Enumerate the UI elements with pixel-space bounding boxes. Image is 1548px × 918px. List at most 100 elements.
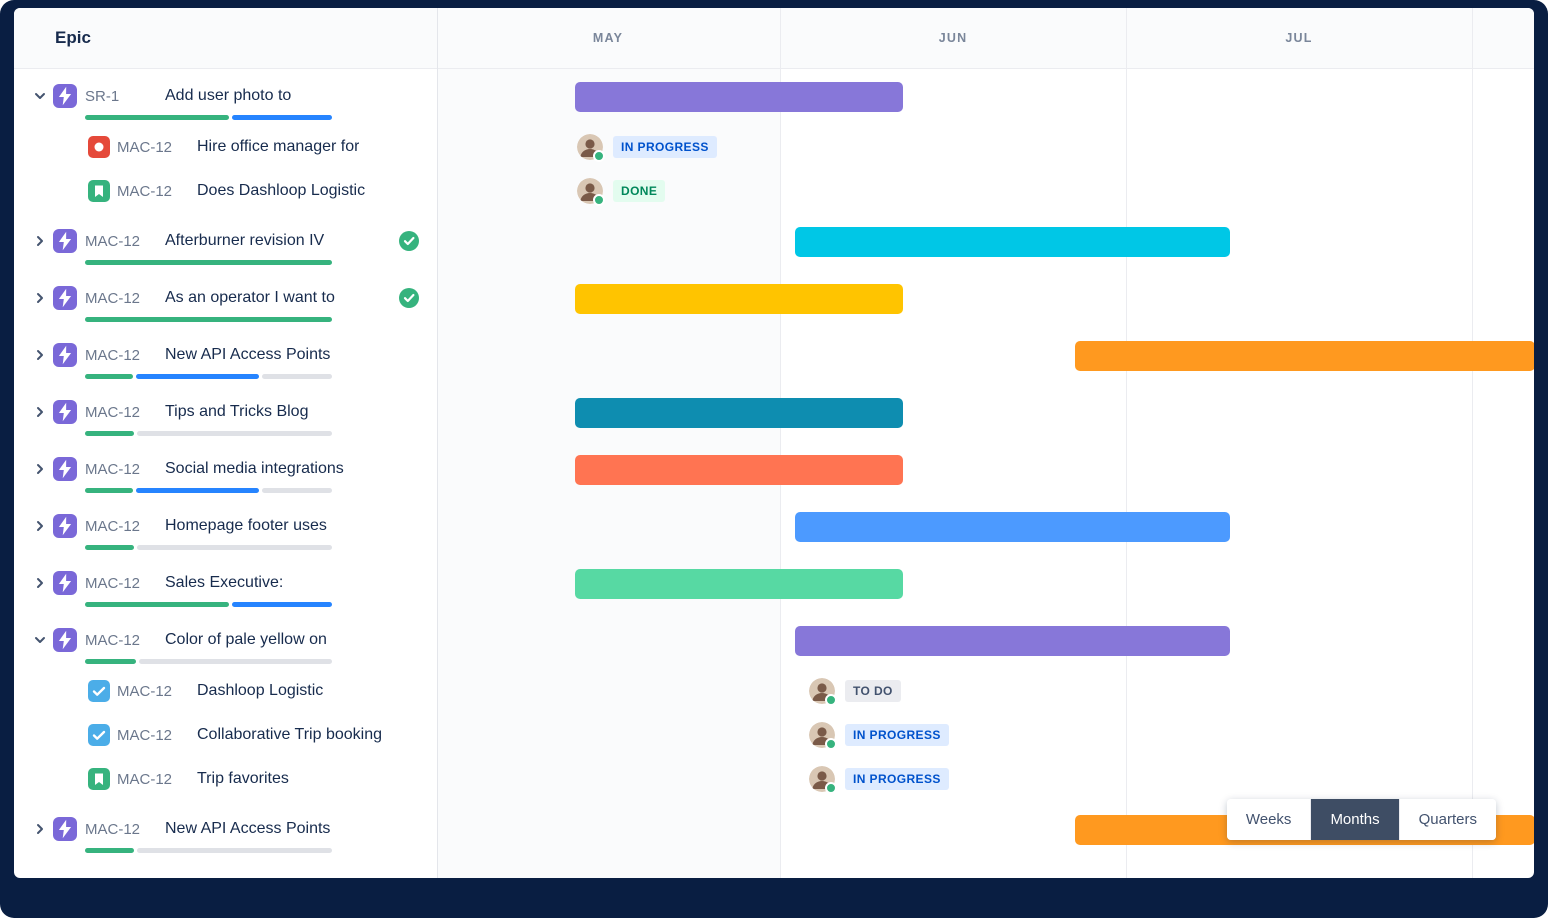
progress-segment-green [85, 374, 134, 379]
view-weeks-button[interactable]: Weeks [1226, 799, 1311, 840]
timeline-bar[interactable] [575, 569, 903, 599]
progress-segment-green [85, 488, 134, 493]
epic-row[interactable]: MAC-12 Social media integrations [14, 441, 437, 498]
progress-segment-blue [136, 374, 260, 379]
epic-row[interactable]: MAC-12 Color of pale yellow on [14, 612, 437, 669]
epic-progress-bar [85, 317, 332, 322]
issue-title: As an operator I want to [165, 289, 335, 306]
chevron-right-icon[interactable] [32, 290, 48, 306]
epic-row[interactable]: MAC-12 As an operator I want to [14, 270, 437, 327]
chevron-right-icon[interactable] [32, 518, 48, 534]
epic-progress-bar [85, 488, 332, 493]
epic-icon [53, 817, 77, 841]
chevron-right-icon[interactable] [32, 347, 48, 363]
done-check-icon [399, 231, 419, 251]
child-row[interactable]: MAC-12 Does Dashloop Logistic [14, 169, 437, 213]
progress-segment-gray [136, 431, 332, 436]
chevron-right-icon[interactable] [32, 233, 48, 249]
gridline-jun-jul [1126, 8, 1127, 878]
child-row[interactable]: MAC-12 Trip favorites [14, 757, 437, 801]
assignee-avatar [577, 134, 605, 162]
timeline-bar[interactable] [575, 398, 903, 428]
issue-key: SR-1 [85, 87, 120, 105]
timeline-bar[interactable] [575, 82, 903, 112]
month-header-jun: JUN [938, 31, 968, 45]
assignee-avatar [809, 678, 837, 706]
issue-key: MAC-12 [85, 403, 141, 421]
epic-row[interactable]: MAC-12 Afterburner revision IV [14, 213, 437, 270]
timeline-bar[interactable] [1075, 341, 1534, 371]
epic-icon [53, 628, 77, 652]
done-check-icon [399, 288, 419, 308]
epic-row[interactable]: MAC-12 Sales Executive: [14, 555, 437, 612]
issue-list-panel: SR-1 Add user photo to MAC-12 Hire office m… [14, 8, 437, 878]
issue-title: Homepage footer uses [165, 517, 327, 534]
issue-key: MAC-12 [85, 460, 141, 478]
status-badge[interactable]: IN PROGRESS [845, 724, 949, 746]
epic-icon [53, 571, 77, 595]
month-header-jul: JUL [1285, 31, 1313, 45]
status-badge[interactable]: DONE [613, 180, 666, 202]
issue-title: Color of pale yellow on [165, 631, 327, 648]
roadmap-content: Epic MAY JUN JUL SR-1 Add user photo to MAC-… [14, 8, 1534, 878]
issue-title: New API Access Points [165, 346, 331, 363]
child-row[interactable]: MAC-12 Hire office manager for [14, 125, 437, 169]
presence-dot [825, 694, 837, 706]
progress-segment-green [85, 115, 229, 120]
task-icon [88, 724, 110, 746]
issue-title: Collaborative Trip booking [197, 726, 382, 743]
epic-column-header: Epic [55, 28, 91, 47]
issue-title: Dashloop Logistic [197, 682, 324, 699]
epic-icon [53, 229, 77, 253]
epic-row[interactable]: MAC-12 New API Access Points [14, 801, 437, 858]
progress-segment-gray [262, 374, 332, 379]
assignee-avatar [809, 722, 837, 750]
epic-row[interactable]: MAC-12 New API Access Points [14, 327, 437, 384]
may-column-shading [437, 8, 780, 878]
issue-key: MAC-12 [85, 820, 141, 838]
gridline-jul-end [1472, 8, 1473, 878]
story-icon [88, 768, 110, 790]
progress-segment-blue [136, 488, 260, 493]
progress-segment-green [85, 317, 332, 322]
issue-key: MAC-12 [117, 182, 173, 200]
timeline-status: IN PROGRESS [809, 765, 949, 794]
chevron-right-icon[interactable] [32, 461, 48, 477]
progress-segment-gray [139, 659, 332, 664]
status-badge[interactable]: IN PROGRESS [845, 768, 949, 790]
chevron-right-icon[interactable] [32, 821, 48, 837]
timeline-bar[interactable] [795, 227, 1230, 257]
child-row[interactable]: MAC-12 Dashloop Logistic [14, 669, 437, 713]
issue-title: Tips and Tricks Blog [165, 403, 309, 420]
epic-row[interactable]: MAC-12 Tips and Tricks Blog [14, 384, 437, 441]
issue-key: MAC-12 [85, 346, 141, 364]
epic-row[interactable]: MAC-12 Homepage footer uses [14, 498, 437, 555]
epic-progress-bar [85, 848, 332, 853]
epic-progress-bar [85, 260, 332, 265]
chevron-right-icon[interactable] [32, 575, 48, 591]
timeline-bar[interactable] [575, 284, 903, 314]
chevron-down-icon[interactable] [32, 632, 48, 648]
progress-segment-blue [231, 115, 332, 120]
chevron-down-icon[interactable] [32, 88, 48, 104]
presence-dot [825, 738, 837, 750]
epic-row[interactable]: SR-1 Add user photo to [14, 68, 437, 125]
status-badge[interactable]: IN PROGRESS [613, 136, 717, 158]
issue-key: MAC-12 [117, 138, 173, 156]
issue-title: Sales Executive: [165, 574, 284, 591]
view-months-button[interactable]: Months [1310, 799, 1399, 840]
timeline-bar[interactable] [575, 455, 903, 485]
issue-key: MAC-12 [117, 682, 173, 700]
timeline-status: IN PROGRESS [577, 133, 717, 162]
chevron-right-icon[interactable] [32, 404, 48, 420]
view-quarters-button[interactable]: Quarters [1398, 799, 1496, 840]
timeline-status: IN PROGRESS [809, 721, 949, 750]
progress-segment-gray [136, 545, 332, 550]
task-icon [88, 680, 110, 702]
timeline-bar[interactable] [795, 626, 1230, 656]
child-row[interactable]: MAC-12 Collaborative Trip booking [14, 713, 437, 757]
status-badge[interactable]: TO DO [845, 680, 901, 702]
timeline-bar[interactable] [795, 512, 1230, 542]
assignee-avatar [577, 178, 605, 206]
